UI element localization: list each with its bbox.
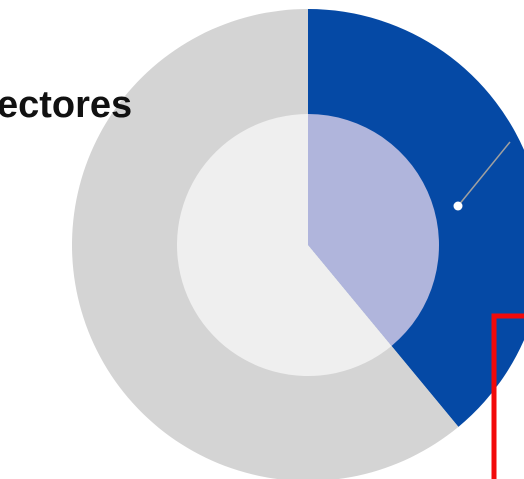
chart-title: ectores [0, 84, 132, 126]
highlight-box [491, 313, 524, 479]
inner-disc-slice-1 [308, 114, 440, 346]
label-leader-dot [453, 201, 463, 211]
inner-disc-slices [177, 114, 440, 376]
inner-disc-slice-2 [177, 114, 392, 376]
label-leader-line [457, 141, 511, 207]
